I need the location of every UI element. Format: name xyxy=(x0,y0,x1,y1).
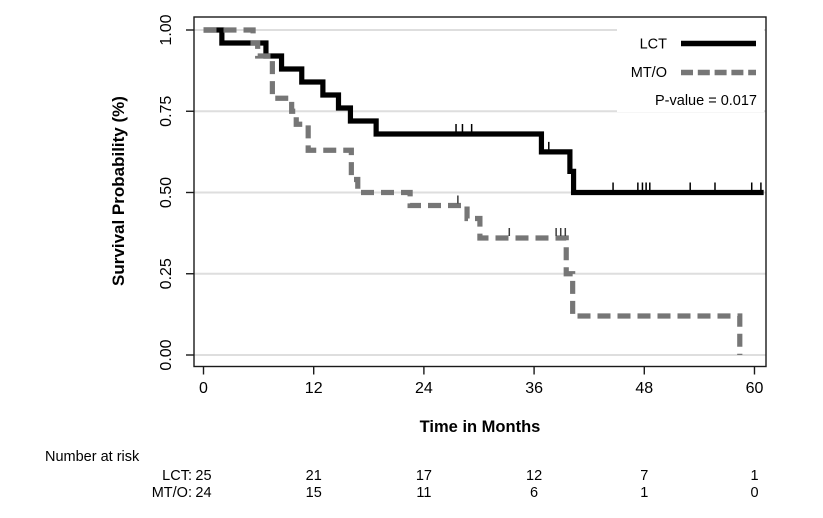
y-tick-label: 0.25 xyxy=(158,258,175,289)
risk-table-title: Number at risk xyxy=(45,449,140,465)
risk-value: 1 xyxy=(750,468,758,484)
x-tick-label: 48 xyxy=(635,380,653,397)
legend-label-lct: LCT xyxy=(640,37,668,53)
risk-values: 25 21 17 12 7 124 15 11 6 1 0 xyxy=(195,468,758,501)
x-tick-label: 0 xyxy=(199,380,208,397)
risk-value: 12 xyxy=(526,468,542,484)
y-tick-label: 0.75 xyxy=(158,96,175,127)
risk-value: 7 xyxy=(640,468,648,484)
risk-row-label-lct: LCT: xyxy=(162,468,192,484)
axis-tick-labels: 1.00 0.75 0.50 0.25 0.00 0 12 24 36 48 60 xyxy=(158,14,763,397)
risk-value: 0 xyxy=(750,485,758,501)
risk-value: 11 xyxy=(416,485,431,501)
legend-label-mto: MT/O xyxy=(631,65,667,81)
risk-value: 15 xyxy=(306,485,322,501)
risk-value: 17 xyxy=(416,468,432,484)
legend-background xyxy=(617,20,764,112)
risk-value: 1 xyxy=(640,485,648,501)
legend-pvalue: P-value = 0.017 xyxy=(655,93,757,109)
y-axis-title: Survival Probability (%) xyxy=(109,96,128,286)
risk-table: Number at risk LCT: MT/O: 25 21 17 12 7 124 15… xyxy=(45,449,759,501)
x-axis-title: Time in Months xyxy=(420,418,541,436)
risk-row-label-mto: MT/O: xyxy=(152,485,192,501)
risk-value: 25 xyxy=(195,468,211,484)
survival-curves xyxy=(203,27,764,355)
mt-o-curve xyxy=(203,27,743,355)
y-tick-label: 0.50 xyxy=(158,177,175,208)
plot-frame xyxy=(193,16,767,368)
risk-value: 6 xyxy=(530,485,538,501)
axis-ticks xyxy=(186,29,756,375)
risk-value: 21 xyxy=(306,468,322,484)
x-tick-label: 24 xyxy=(415,380,433,397)
y-tick-label: 1.00 xyxy=(158,14,175,45)
risk-value: 24 xyxy=(195,485,211,501)
y-tick-label: 0.00 xyxy=(158,339,175,370)
censor-marks xyxy=(455,124,762,236)
x-tick-label: 36 xyxy=(525,380,543,397)
x-tick-label: 12 xyxy=(305,380,323,397)
x-tick-label: 60 xyxy=(746,380,764,397)
legend: LCT MT/O P-value = 0.017 xyxy=(617,20,764,112)
